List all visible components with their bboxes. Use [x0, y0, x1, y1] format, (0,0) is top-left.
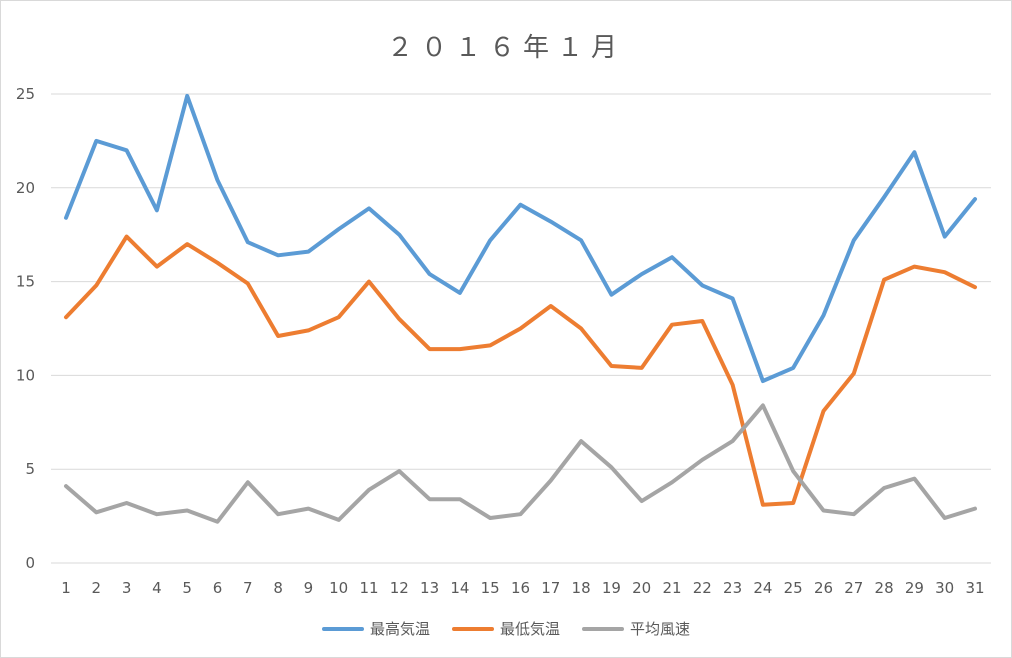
x-tick-label: 28: [875, 579, 894, 597]
x-tick-label: 16: [511, 579, 530, 597]
y-axis-ticks: 0 5 10 15 20 25: [16, 85, 35, 572]
x-tick-label: 5: [182, 579, 192, 597]
series-line-2: [64, 403, 977, 524]
x-tick-label: 6: [213, 579, 223, 597]
x-tick-label: 31: [965, 579, 984, 597]
y-tick-label: 0: [25, 554, 35, 572]
x-tick-label: 29: [905, 579, 924, 597]
x-tick-label: 10: [329, 579, 348, 597]
x-tick-label: 1: [61, 579, 71, 597]
legend-swatch: [321, 626, 364, 631]
x-tick-label: 24: [753, 579, 772, 597]
x-tick-label: 2: [92, 579, 102, 597]
x-tick-label: 15: [481, 579, 500, 597]
x-tick-label: 3: [122, 579, 132, 597]
x-tick-label: 22: [693, 579, 712, 597]
legend-item: 最高気温: [321, 618, 430, 639]
x-tick-label: 18: [572, 579, 591, 597]
gridlines: [51, 93, 991, 564]
chart-title: ２０１６年１月: [386, 33, 625, 63]
legend-swatch: [451, 626, 494, 631]
x-tick-label: 19: [602, 579, 621, 597]
x-tick-label: 27: [844, 579, 863, 597]
y-tick-label: 10: [16, 366, 35, 384]
legend-item: 最低気温: [451, 618, 560, 639]
y-tick-label: 15: [16, 273, 35, 291]
legend-label: 最高気温: [369, 620, 430, 638]
x-tick-label: 4: [152, 579, 162, 597]
legend-label: 最低気温: [499, 620, 560, 638]
x-tick-label: 13: [420, 579, 439, 597]
x-tick-label: 20: [632, 579, 651, 597]
x-tick-label: 14: [450, 579, 469, 597]
legend: 最高気温 最低気温 平均風速: [1, 618, 1011, 639]
x-tick-label: 25: [784, 579, 803, 597]
series-line-0: [64, 93, 977, 383]
x-tick-label: 17: [541, 579, 560, 597]
x-tick-label: 26: [814, 579, 833, 597]
y-tick-label: 25: [16, 85, 35, 103]
x-tick-label: 9: [304, 579, 314, 597]
x-tick-label: 11: [359, 579, 378, 597]
y-tick-label: 20: [16, 179, 35, 197]
legend-item: 平均風速: [582, 618, 690, 639]
x-tick-label: 8: [273, 579, 283, 597]
x-tick-label: 7: [243, 579, 253, 597]
x-tick-label: 21: [662, 579, 681, 597]
x-tick-label: 12: [390, 579, 409, 597]
series-line-1: [64, 234, 977, 507]
legend-swatch: [582, 626, 624, 631]
legend-label: 平均風速: [630, 620, 691, 638]
series-lines: [64, 93, 977, 524]
y-tick-label: 5: [25, 460, 35, 478]
x-axis-ticks: 1 2 3 4 5 6 7 8 9 10 11 12 13 14 15 16 17 18 19 20 21 22 23 24 2…: [61, 579, 984, 597]
x-tick-label: 23: [723, 579, 742, 597]
x-tick-label: 30: [935, 579, 954, 597]
